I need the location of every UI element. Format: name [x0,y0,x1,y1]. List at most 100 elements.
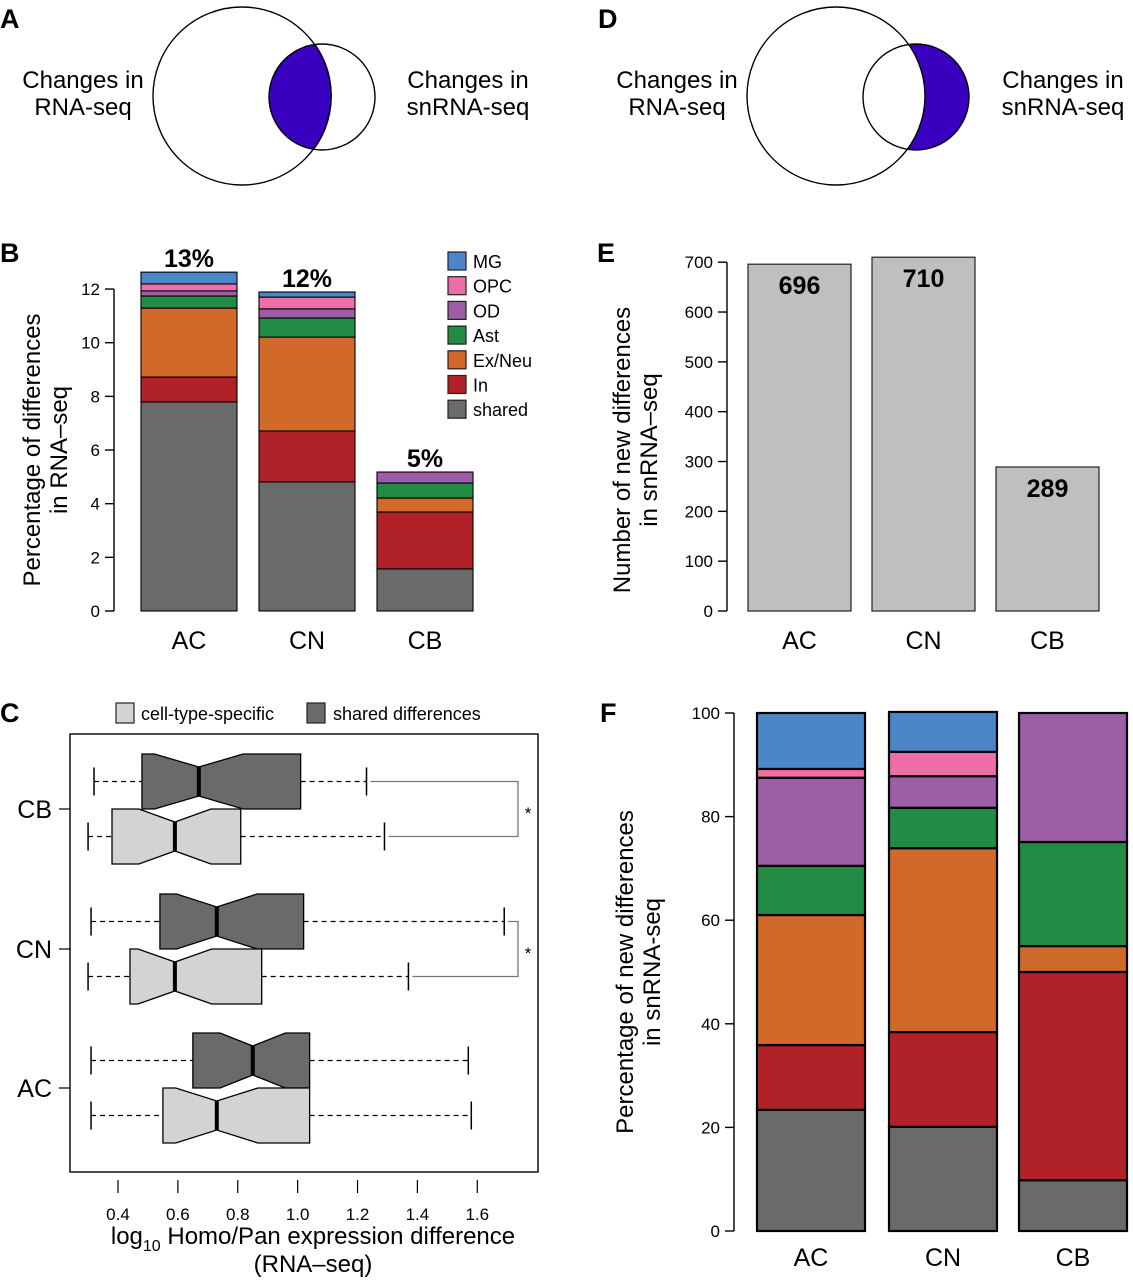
panel-f-bar-segment-ac-ast [755,864,867,917]
panel-c-x-axis-title-pre: log [111,1223,143,1250]
panel-c-x-tick-label: 0.8 [226,1205,250,1224]
panel-b-bar-segment-ac-opc [140,283,238,292]
panel-c-x-tick-label: 0.6 [166,1205,190,1224]
panel-e-y-axis-title-line: Number of new differences [609,307,636,593]
panel-b-legend-swatch-in [447,374,467,395]
panel-b-y-axis-title-line: Percentage of differences [19,313,46,586]
panel-f-bar-segment-cn-od [887,775,999,809]
panel-b-legend-label-ex-neu: Ex/Neu [473,351,532,371]
panel-b-bar-segment-ac-od [140,290,238,297]
panel-f-chart: F 0 20 40 60 80 100 Percentage of new differenc… [600,698,1129,1272]
panel-f-bar-segment-ac-ex-neu [755,913,867,1047]
panel-b-bar-segment-ac-ex-neu [140,307,238,378]
panel-e-y-axis-title: Number of new differencesin snRNA–seq [609,307,663,593]
venn-d-left-label-2: RNA-seq [628,94,725,121]
panel-e-y-tick-label: 500 [685,353,713,372]
panel-b-y-tick-label: 10 [81,334,100,353]
panel-e-letter: E [597,238,615,268]
venn-a-rnaseq-circle [152,6,332,186]
panel-b-legend-swatch-mg [447,251,467,271]
panel-b-bar-segment-ac-in [140,376,238,403]
venn-d-left-label-1: Changes in [616,67,737,94]
panel-c-significance-bracket-cn [412,920,519,978]
panel-b-y-tick-label: 12 [81,280,100,299]
panel-b-bar-segment-cn-ex-neu [258,336,356,432]
panel-e-y-tick-label: 300 [685,453,713,472]
panel-f-y-tick-label: 40 [701,1015,720,1034]
panel-f-bar-segment-ac-in [755,1043,867,1111]
panel-a: A Changes in RNA-seq Changes in snRNA-se… [0,4,530,186]
panel-e-y-tick-label: 200 [685,502,713,521]
panel-c-box-shared-cb [141,753,302,810]
panel-c-legend-swatch-shared-differences [306,702,326,724]
venn-a-intersection [269,44,332,150]
panel-b-bar-segment-cn-ast [258,317,356,338]
panel-c-x-tick-label: 1.6 [465,1205,489,1224]
panel-b-bar-segment-cb-ast [376,482,474,499]
panel-e-x-tick-label: AC [782,627,817,655]
panel-letter-a: A [0,4,20,34]
panel-c-y-tick-label: CN [16,936,52,964]
panel-e-y-tick-label: 0 [704,602,713,621]
panel-b-legend-swatch-ex-neu [447,350,467,370]
panel-b-y-tick-label: 8 [91,387,100,406]
panel-c-significance-mark-cb: * [525,804,532,823]
panel-b-bar-total-label: 5% [407,445,443,473]
panel-e-bar-cb [995,466,1100,612]
panel-f-bar-segment-cb-shared [1017,1179,1129,1233]
venn-a-left-label-2: RNA-seq [34,94,131,121]
panel-b-bar-segment-cb-od [376,471,474,484]
panel-e-y-tick-label: 100 [685,552,713,571]
panel-e-bar-ac [747,263,852,612]
panel-e-bar-value-label: 289 [1027,475,1069,503]
panel-b-y-tick-label: 0 [91,602,100,621]
panel-b-y-axis-title-line: in RNA–seq [46,386,73,514]
panel-c-plot-frame [69,733,539,1173]
panel-c-significance-bracket-cb [370,780,519,838]
panel-f-bar-segment-ac-mg [755,711,867,771]
panel-c-box-specific-ac [162,1087,311,1144]
panel-e-y-tick-label: 600 [685,303,713,322]
panel-f-x-tick-label: AC [794,1244,829,1272]
panel-f-bar-segment-cn-ex-neu [887,847,999,1034]
panel-b-bar-segment-cn-opc [258,296,356,310]
venn-d-snrnaseq-circle [862,43,970,151]
panel-c-x-tick-label: 1.0 [286,1205,310,1224]
panel-b-bar-segment-ac-mg [140,271,238,285]
panel-b-legend-label-ast: Ast [473,326,499,346]
panel-b-letter: B [0,238,20,268]
panel-f-bar-segment-cn-in [887,1030,999,1128]
panel-b-bar-segment-cb-shared [376,568,474,612]
panel-c-legend-swatch-cell-type-specific [115,702,135,724]
panel-f-bar-segment-cb-in [1017,970,1129,1182]
panel-f-bar-segment-ac-od [755,776,867,867]
panel-e-chart: E 0 100 200 300 400 500 600 700 Number of new dif… [597,238,1100,655]
panel-f-bar-segment-cn-shared [887,1125,999,1233]
venn-d-rnaseq-circle [746,6,926,186]
venn-a-snrnaseq-circle [268,43,376,151]
panel-f-bar-segment-cb-ast [1017,840,1129,948]
venn-a-right-label-2: snRNA-seq [407,94,530,121]
panel-e-bar-value-label: 710 [903,265,945,293]
panel-b-chart: B 0 2 4 6 8 10 12 Percentage of differencesin RN… [0,238,532,655]
panel-b-legend-swatch-opc [447,276,467,296]
panel-b-bar-segment-cn-od [258,308,356,319]
panel-c-x-axis-title-sub: 10 [143,1238,161,1255]
panel-f-y-tick-label: 80 [701,808,720,827]
panel-b-y-tick-label: 6 [91,441,100,460]
panel-b-bar-segment-cn-mg [258,291,356,298]
panel-e-y-tick-label: 400 [685,403,713,422]
panel-b-bar-segment-cn-shared [258,481,356,612]
panel-e-y-axis-title-line: in snRNA–seq [636,373,663,526]
panel-d: D Changes in RNA-seq Changes in snRNA-se… [598,4,1124,186]
panel-b-x-tick-label: CN [289,627,325,655]
panel-f-bar-segment-cn-opc [887,750,999,778]
panel-b-legend-label-od: OD [473,301,500,321]
panel-e-y-tick-label: 700 [685,253,713,272]
panel-e-x-tick-label: CB [1030,627,1065,655]
venn-d-mask [747,7,925,185]
panel-b-bar-segment-ac-shared [140,401,238,612]
panel-f-bar-segment-cn-mg [887,710,999,753]
